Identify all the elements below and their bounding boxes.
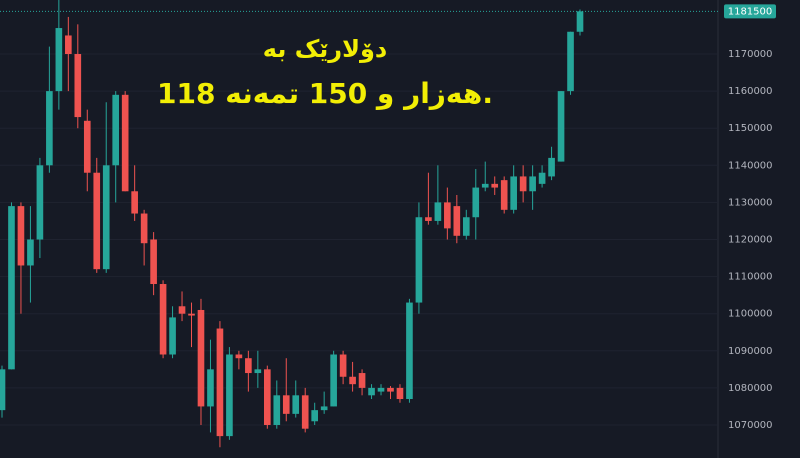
candle-body — [330, 354, 337, 407]
candle-body — [453, 206, 461, 236]
candle-body — [216, 328, 224, 437]
candle-body — [55, 28, 63, 92]
candle-body — [567, 31, 574, 92]
candle-body — [548, 157, 555, 177]
candle-body — [273, 395, 281, 425]
candle-body — [510, 176, 517, 210]
candle-body — [434, 202, 442, 221]
candle-body — [8, 206, 15, 370]
candle-body — [481, 183, 489, 188]
candle-body — [301, 395, 309, 429]
y-tick-label: 1110000 — [728, 272, 773, 283]
candle-body — [159, 284, 167, 355]
y-tick-label: 1130000 — [728, 197, 773, 208]
candle-body — [121, 94, 129, 192]
y-tick-label: 1080000 — [728, 383, 773, 394]
last-price-badge — [724, 4, 776, 19]
candle-body — [396, 387, 404, 400]
candle-body — [292, 395, 300, 414]
y-tick-label: 1140000 — [728, 160, 773, 171]
candle-body — [112, 94, 120, 166]
candle-body — [387, 387, 394, 392]
annotation: 118 هەزار و 150 تمەنە. — [157, 77, 493, 110]
candle-body — [425, 217, 432, 221]
candle-body — [538, 172, 546, 184]
candle-body — [576, 11, 584, 32]
candle-body — [0, 369, 6, 411]
candle-body — [254, 369, 262, 374]
candle-body — [207, 369, 214, 407]
candle-body — [65, 35, 72, 55]
candle-body — [46, 91, 53, 166]
last-price-label: 1181500 — [728, 6, 773, 17]
candle-body — [491, 183, 499, 188]
candle-body — [444, 202, 451, 229]
y-tick-label: 1170000 — [728, 49, 773, 60]
y-tick-label: 1090000 — [728, 346, 773, 357]
candle-body — [358, 373, 366, 388]
candle-body — [197, 309, 205, 407]
annotation: دۆلارێک بە — [263, 35, 387, 63]
candle-body — [406, 302, 413, 400]
candle-body — [169, 317, 176, 355]
candle-body — [83, 120, 91, 173]
candle-body — [368, 387, 375, 396]
candle-body — [349, 376, 356, 385]
candle-body — [27, 239, 34, 266]
candle-body — [235, 354, 243, 359]
candle-body — [74, 54, 82, 118]
candle-body — [150, 239, 157, 285]
candle-body — [226, 354, 233, 437]
candle-body — [93, 172, 101, 270]
candle-body — [140, 213, 148, 244]
y-tick-label: 1070000 — [728, 420, 773, 431]
y-tick-label: 1160000 — [728, 86, 773, 97]
candle-body — [282, 395, 290, 414]
y-tick-label: 1100000 — [728, 309, 773, 320]
candle-body — [188, 313, 195, 316]
candle-body — [472, 187, 480, 218]
candle-body — [462, 217, 470, 236]
candle-body — [415, 217, 423, 303]
candle-body — [131, 191, 138, 214]
y-tick-label: 1120000 — [728, 234, 773, 245]
candle-body — [557, 91, 565, 162]
candle-body — [500, 180, 508, 210]
candle-body — [263, 369, 271, 425]
candle-body — [339, 354, 347, 377]
candle-body — [320, 406, 328, 411]
candle-body — [519, 176, 527, 192]
candle-body — [178, 306, 186, 314]
candle-body — [311, 410, 319, 422]
candle-body — [102, 165, 110, 270]
candle-body — [36, 165, 44, 240]
candle-body — [377, 387, 385, 392]
candle-body — [245, 358, 252, 374]
y-tick-label: 1150000 — [728, 123, 773, 134]
candle-body — [529, 176, 536, 192]
candle-body — [17, 206, 25, 266]
